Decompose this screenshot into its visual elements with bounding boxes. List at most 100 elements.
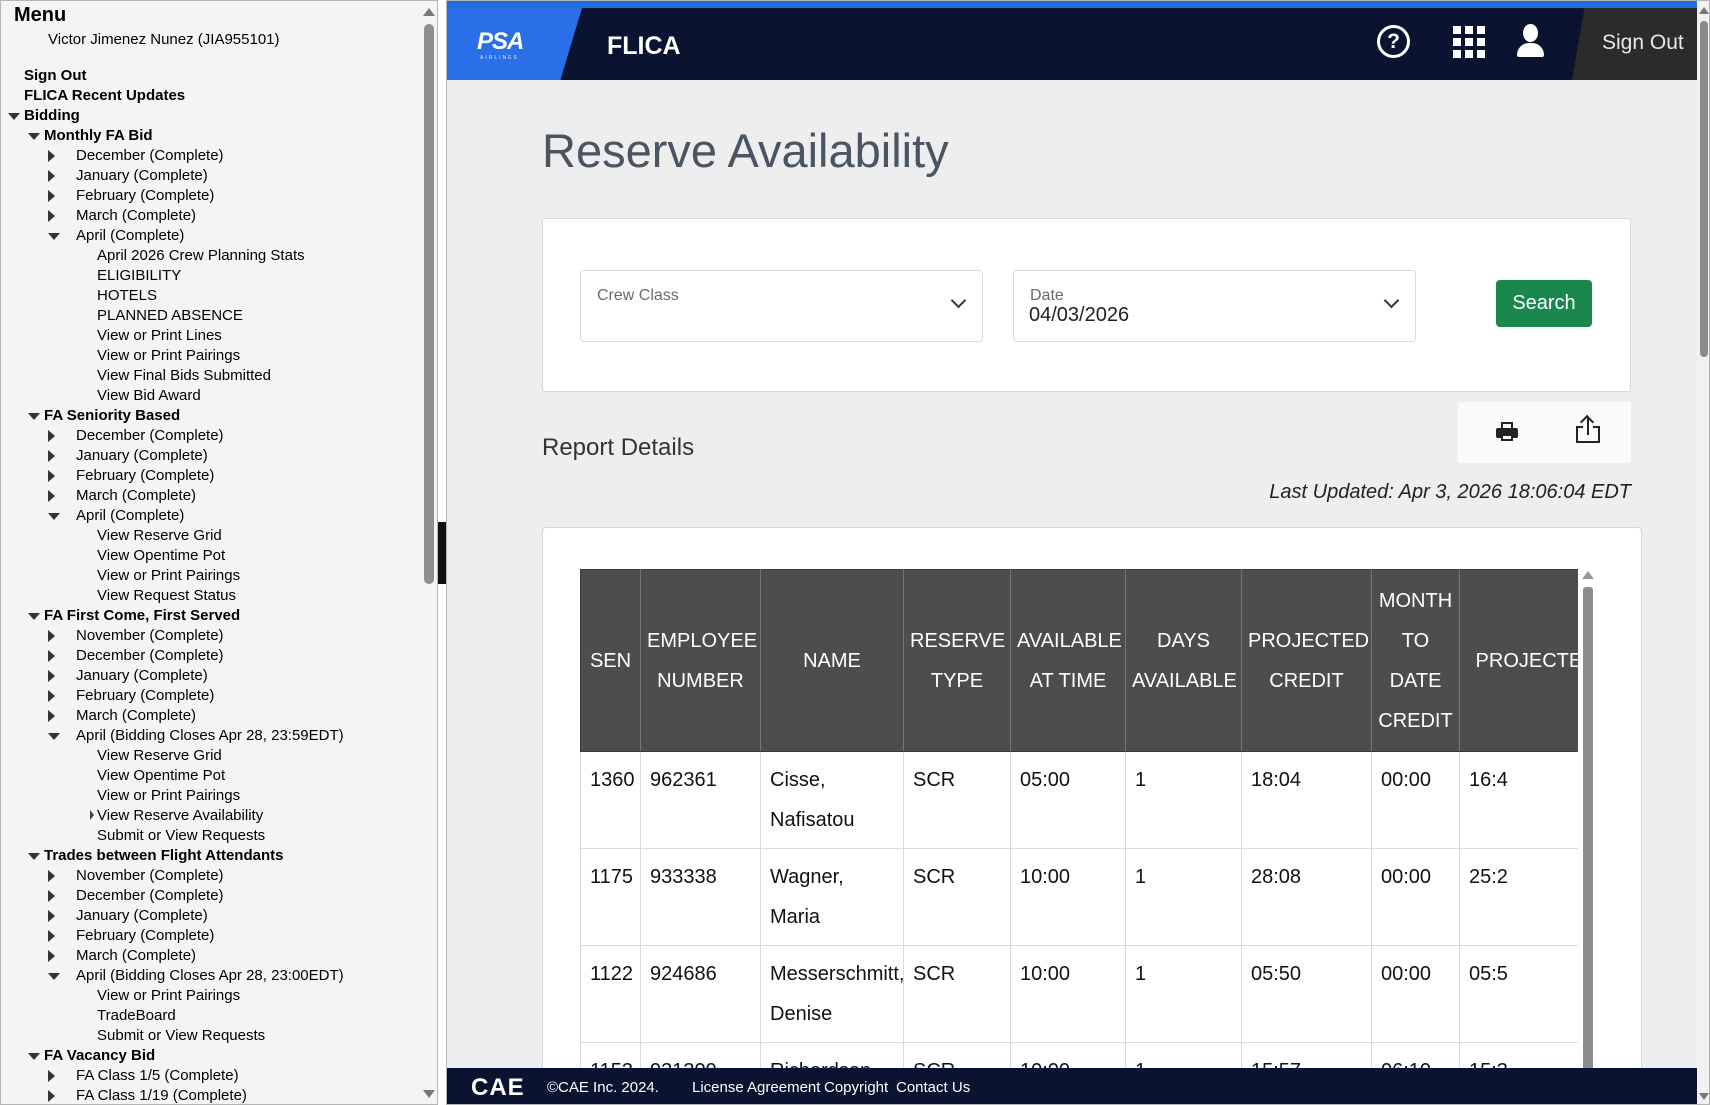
menu-scrollbar[interactable]	[420, 2, 437, 1104]
collapsed-triangle-icon[interactable]	[48, 710, 55, 722]
table-row[interactable]: 1175 933338 Wagner, Maria SCR 10:00 1 28:08 00:…	[580, 848, 1578, 946]
menu-item[interactable]: FA First Come, First Served	[44, 607, 241, 624]
column-header[interactable]: AVAILABLE AT TIME	[1010, 569, 1126, 752]
expanded-triangle-icon[interactable]	[48, 513, 60, 520]
export-share-icon[interactable]	[1575, 414, 1601, 445]
column-header[interactable]: PROJECTED CREDIT	[1241, 569, 1372, 752]
menu-item[interactable]: PLANNED ABSENCE	[97, 307, 243, 324]
scroll-up-arrow-icon[interactable]	[1699, 7, 1709, 14]
menu-item[interactable]: View Opentime Pot	[97, 767, 226, 784]
menu-item[interactable]: December (Complete)	[76, 427, 224, 444]
table-scroll-thumb[interactable]	[1583, 587, 1593, 1086]
menu-item[interactable]: View Reserve Grid	[97, 527, 222, 544]
menu-item[interactable]: January (Complete)	[76, 667, 208, 684]
crew-class-select[interactable]: Crew Class	[580, 270, 983, 342]
sign-out-button[interactable]: Sign Out	[1602, 31, 1684, 54]
column-header[interactable]: SEN	[580, 569, 641, 752]
expanded-triangle-icon[interactable]	[48, 233, 60, 240]
menu-item[interactable]: TradeBoard	[97, 1007, 176, 1024]
table-row[interactable]: 1122 924686 Messerschmitt, Denise SCR 10:00 1…	[580, 945, 1578, 1043]
license-agreement-link[interactable]: License Agreement	[692, 1079, 821, 1096]
menu-item[interactable]: December (Complete)	[76, 147, 224, 164]
column-header[interactable]: EMPLOYEE NUMBER	[640, 569, 761, 752]
expanded-triangle-icon[interactable]	[28, 613, 40, 620]
collapsed-triangle-icon[interactable]	[48, 890, 55, 902]
collapsed-triangle-icon[interactable]	[48, 1090, 55, 1102]
menu-item[interactable]: November (Complete)	[76, 627, 224, 644]
menu-item[interactable]: March (Complete)	[76, 207, 197, 224]
expanded-triangle-icon[interactable]	[28, 1053, 40, 1060]
brand-logo[interactable]: PSA AIRLINES	[447, 8, 582, 80]
column-header[interactable]: PROJECTED TOTAL	[1459, 569, 1578, 752]
menu-item[interactable]: Bidding	[24, 107, 80, 124]
collapsed-triangle-icon[interactable]	[48, 170, 55, 182]
collapsed-triangle-icon[interactable]	[48, 630, 55, 642]
collapsed-triangle-icon[interactable]	[48, 910, 55, 922]
menu-item[interactable]: HOTELS	[97, 287, 158, 304]
apps-grid-icon[interactable]	[1453, 26, 1485, 58]
menu-item[interactable]: View Request Status	[97, 587, 236, 604]
menu-item[interactable]: View or Print Pairings	[97, 347, 241, 364]
menu-item[interactable]: April (Bidding Closes Apr 28, 23:59EDT)	[76, 727, 344, 744]
menu-item[interactable]: January (Complete)	[76, 447, 208, 464]
date-select[interactable]: Date 04/03/2026	[1013, 270, 1416, 342]
scroll-down-arrow-icon[interactable]	[1699, 1093, 1709, 1100]
collapsed-triangle-icon[interactable]	[48, 930, 55, 942]
column-header[interactable]: DAYS AVAILABLE	[1125, 569, 1242, 752]
expanded-triangle-icon[interactable]	[28, 853, 40, 860]
menu-item[interactable]: December (Complete)	[76, 887, 224, 904]
collapsed-triangle-icon[interactable]	[48, 690, 55, 702]
scroll-up-arrow-icon[interactable]	[423, 8, 435, 16]
collapsed-triangle-icon[interactable]	[48, 650, 55, 662]
menu-item[interactable]: View or Print Pairings	[97, 787, 241, 804]
print-icon[interactable]	[1496, 422, 1518, 442]
menu-item[interactable]: April (Complete)	[76, 507, 185, 524]
menu-item[interactable]: View Reserve Grid	[97, 747, 222, 764]
menu-item[interactable]: Trades between Flight Attendants	[44, 847, 284, 864]
menu-item[interactable]: FA Seniority Based	[44, 407, 181, 424]
expanded-triangle-icon[interactable]	[8, 113, 20, 120]
scroll-up-arrow-icon[interactable]	[1582, 571, 1594, 579]
collapsed-triangle-icon[interactable]	[48, 490, 55, 502]
menu-item[interactable]: Monthly FA Bid	[44, 127, 153, 144]
menu-item[interactable]: February (Complete)	[76, 687, 215, 704]
menu-item[interactable]: View or Print Pairings	[97, 567, 241, 584]
menu-item[interactable]: View Bid Award	[97, 387, 201, 404]
table-row[interactable]: 1360 962361 Cisse, Nafisatou SCR 05:00 1 18:04…	[580, 751, 1578, 849]
collapsed-triangle-icon[interactable]	[90, 810, 94, 820]
menu-item[interactable]: ELIGIBILITY	[97, 267, 182, 284]
menu-item[interactable]: February (Complete)	[76, 927, 215, 944]
menu-item[interactable]: FLICA Recent Updates	[24, 87, 186, 104]
search-button[interactable]: Search	[1496, 280, 1592, 327]
content-scrollbar[interactable]	[1697, 1, 1709, 1104]
collapsed-triangle-icon[interactable]	[48, 150, 55, 162]
collapsed-triangle-icon[interactable]	[48, 430, 55, 442]
menu-item[interactable]: View or Print Lines	[97, 327, 222, 344]
expanded-triangle-icon[interactable]	[28, 413, 40, 420]
menu-item[interactable]: View or Print Pairings	[97, 987, 241, 1004]
frame-divider[interactable]	[438, 0, 446, 1105]
menu-item[interactable]: View Final Bids Submitted	[97, 367, 271, 384]
menu-item[interactable]: FA Class 1/5 (Complete)	[76, 1067, 239, 1084]
column-header[interactable]: RESERVE TYPE	[903, 569, 1011, 752]
menu-item[interactable]: March (Complete)	[76, 947, 197, 964]
menu-item[interactable]: April (Bidding Closes Apr 28, 23:00EDT)	[76, 967, 344, 984]
help-icon[interactable]: ?	[1377, 25, 1410, 58]
collapsed-triangle-icon[interactable]	[48, 450, 55, 462]
contact-us-link[interactable]: Contact Us	[896, 1079, 971, 1096]
menu-item[interactable]: Sign Out	[24, 67, 87, 84]
sign-out-button-bg[interactable]	[1572, 8, 1697, 80]
collapsed-triangle-icon[interactable]	[48, 190, 55, 202]
user-profile-icon[interactable]	[1515, 24, 1545, 60]
collapsed-triangle-icon[interactable]	[48, 210, 55, 222]
copyright-link[interactable]: Copyright	[824, 1079, 889, 1096]
menu-item[interactable]: March (Complete)	[76, 707, 197, 724]
menu-item[interactable]: FA Vacancy Bid	[44, 1047, 156, 1064]
collapsed-triangle-icon[interactable]	[48, 470, 55, 482]
menu-item[interactable]: January (Complete)	[76, 907, 208, 924]
menu-item[interactable]: April (Complete)	[76, 227, 185, 244]
menu-item[interactable]: February (Complete)	[76, 467, 215, 484]
collapsed-triangle-icon[interactable]	[48, 1070, 55, 1082]
menu-item[interactable]: March (Complete)	[76, 487, 197, 504]
frame-resize-handle[interactable]	[438, 522, 446, 584]
